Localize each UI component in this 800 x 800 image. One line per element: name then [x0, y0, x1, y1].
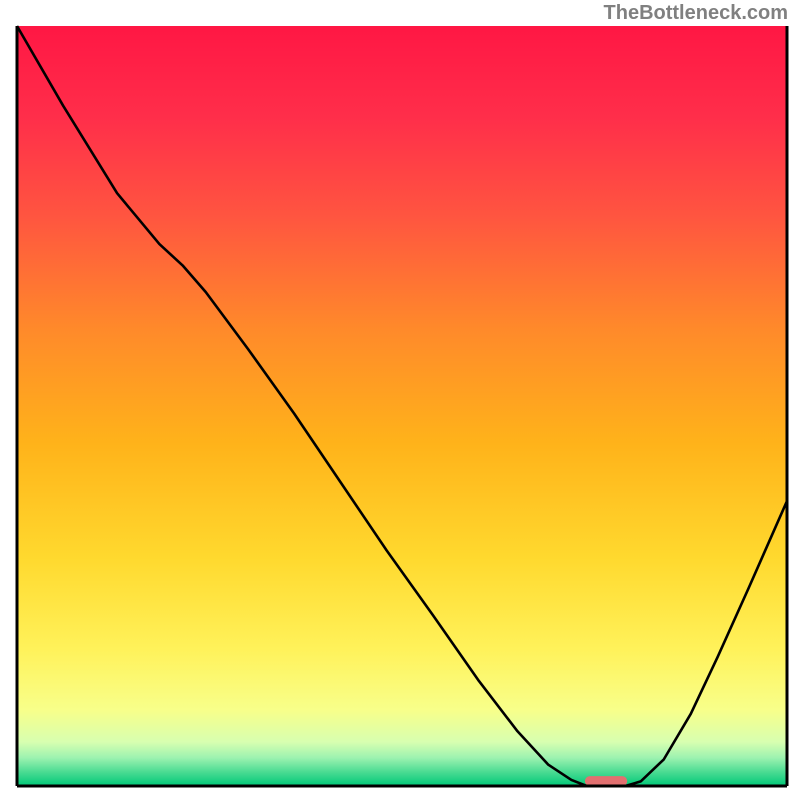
chart-container: TheBottleneck.com: [0, 0, 800, 800]
heat-gradient-background: [17, 26, 787, 786]
bottleneck-chart: [0, 0, 800, 800]
watermark-text: TheBottleneck.com: [604, 2, 788, 25]
